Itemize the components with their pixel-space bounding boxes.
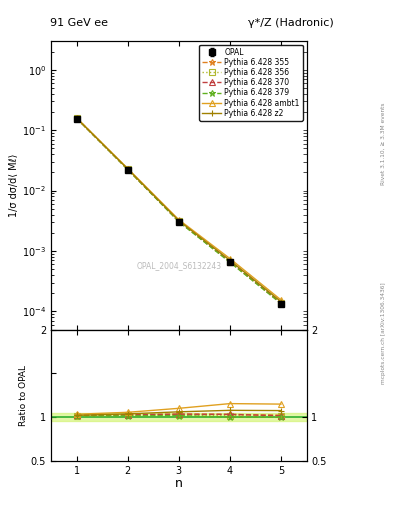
Legend: OPAL, Pythia 6.428 355, Pythia 6.428 356, Pythia 6.428 370, Pythia 6.428 379, Py: OPAL, Pythia 6.428 355, Pythia 6.428 356…: [199, 45, 303, 121]
Line: Pythia 6.428 355: Pythia 6.428 355: [73, 115, 285, 307]
Pythia 6.428 379: [176, 219, 181, 225]
Text: 91 GeV ee: 91 GeV ee: [50, 18, 108, 28]
Pythia 6.428 z2: [228, 258, 232, 264]
Pythia 6.428 z2: [176, 218, 181, 224]
Pythia 6.428 355: [125, 166, 130, 173]
Pythia 6.428 379: [74, 115, 79, 121]
Pythia 6.428 355: [176, 218, 181, 224]
Pythia 6.428 ambt1: [279, 297, 283, 303]
Pythia 6.428 370: [125, 166, 130, 172]
Text: mcplots.cern.ch [arXiv:1306.3436]: mcplots.cern.ch [arXiv:1306.3436]: [381, 282, 386, 383]
Text: Rivet 3.1.10, ≥ 3.3M events: Rivet 3.1.10, ≥ 3.3M events: [381, 102, 386, 185]
Line: Pythia 6.428 ambt1: Pythia 6.428 ambt1: [73, 114, 285, 304]
Pythia 6.428 ambt1: [74, 115, 79, 121]
Pythia 6.428 355: [279, 300, 283, 306]
Pythia 6.428 356: [176, 219, 181, 225]
Pythia 6.428 z2: [74, 115, 79, 121]
Pythia 6.428 379: [228, 259, 232, 265]
Pythia 6.428 ambt1: [228, 255, 232, 262]
Pythia 6.428 ambt1: [125, 165, 130, 172]
Line: Pythia 6.428 356: Pythia 6.428 356: [74, 116, 284, 306]
Pythia 6.428 370: [74, 115, 79, 121]
Y-axis label: Ratio to OPAL: Ratio to OPAL: [19, 365, 28, 425]
Pythia 6.428 370: [279, 300, 283, 306]
Pythia 6.428 z2: [279, 298, 283, 305]
Text: γ*/Z (Hadronic): γ*/Z (Hadronic): [248, 18, 334, 28]
X-axis label: n: n: [175, 477, 183, 490]
Pythia 6.428 ambt1: [176, 217, 181, 223]
Text: OPAL_2004_S6132243: OPAL_2004_S6132243: [136, 262, 221, 271]
Y-axis label: 1/σ dσ/d⟨ Mℓ⟩: 1/σ dσ/d⟨ Mℓ⟩: [9, 154, 19, 217]
Line: Pythia 6.428 z2: Pythia 6.428 z2: [73, 115, 285, 305]
Pythia 6.428 370: [176, 218, 181, 224]
Pythia 6.428 355: [74, 115, 79, 121]
Pythia 6.428 356: [279, 300, 283, 306]
Pythia 6.428 356: [125, 166, 130, 173]
Pythia 6.428 370: [228, 259, 232, 265]
Pythia 6.428 379: [125, 166, 130, 173]
Line: Pythia 6.428 379: Pythia 6.428 379: [73, 115, 285, 307]
Pythia 6.428 379: [279, 301, 283, 307]
Pythia 6.428 355: [228, 259, 232, 265]
Bar: [51, 413, 307, 421]
Pythia 6.428 356: [74, 115, 79, 121]
Pythia 6.428 z2: [125, 166, 130, 172]
Line: Pythia 6.428 370: Pythia 6.428 370: [73, 115, 285, 307]
Pythia 6.428 356: [228, 259, 232, 265]
